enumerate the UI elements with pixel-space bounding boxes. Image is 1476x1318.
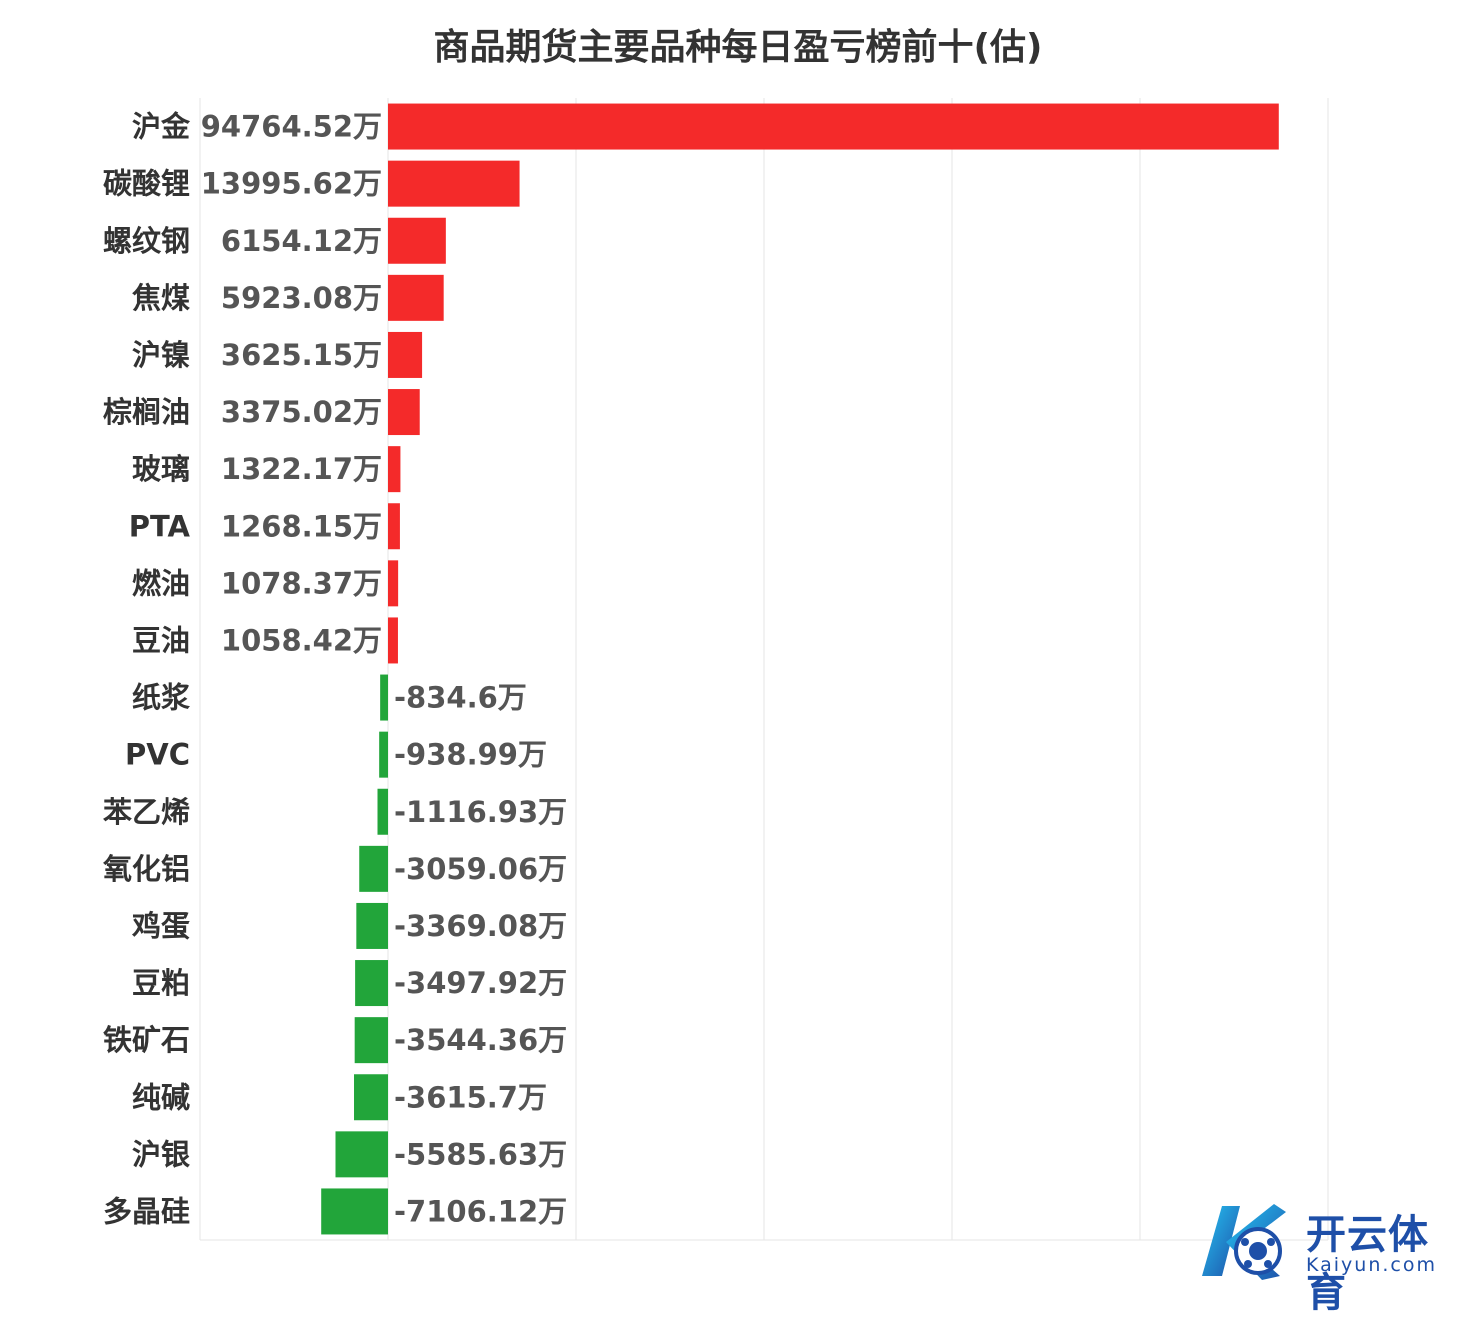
category-label: 氧化铝 <box>102 852 190 886</box>
bar <box>355 960 388 1007</box>
value-label: -3544.36万 <box>394 1023 567 1057</box>
value-label: 5923.08万 <box>221 281 382 315</box>
category-label: PVC <box>125 738 190 772</box>
bar <box>321 1188 388 1235</box>
bar <box>388 503 400 550</box>
category-label: 碳酸锂 <box>103 167 190 201</box>
bar <box>335 1131 388 1178</box>
bar <box>388 617 398 664</box>
bar <box>388 331 423 378</box>
category-label: PTA <box>129 509 191 543</box>
kaiyun-logo-icon <box>1202 1204 1286 1280</box>
category-label: 纸浆 <box>132 681 191 715</box>
value-label: -938.99万 <box>394 738 547 772</box>
watermark-title: 开云体育 <box>1306 1212 1429 1316</box>
value-label: -3059.06万 <box>394 852 567 886</box>
value-label: -3369.08万 <box>394 909 567 943</box>
bar <box>388 389 420 436</box>
category-label: 苯乙烯 <box>103 795 190 829</box>
bars <box>321 103 1279 1235</box>
category-label: 沪银 <box>132 1137 190 1171</box>
value-label: -1116.93万 <box>394 795 567 829</box>
value-label: 1322.17万 <box>221 452 382 486</box>
watermark: 开云体育 Kaiyun.com <box>1188 1196 1468 1316</box>
value-label: 94764.52万 <box>201 110 382 144</box>
value-label: 3375.02万 <box>221 395 382 429</box>
bar <box>388 103 1279 150</box>
bar <box>388 217 446 264</box>
category-label: 沪镍 <box>132 338 190 372</box>
category-label: 螺纹钢 <box>103 224 190 258</box>
bar <box>359 845 388 892</box>
category-label: 燃油 <box>132 566 190 600</box>
category-label: 多晶硅 <box>103 1194 190 1228</box>
value-label: 1078.37万 <box>221 566 382 600</box>
category-label: 沪金 <box>132 110 191 144</box>
category-label: 纯碱 <box>132 1080 190 1114</box>
bar <box>354 1074 388 1121</box>
grid-lines <box>199 98 1329 1241</box>
category-label: 豆粕 <box>132 966 190 1000</box>
value-label: -3615.7万 <box>394 1080 547 1114</box>
category-label: 鸡蛋 <box>132 909 190 943</box>
value-label: -5585.63万 <box>394 1137 567 1171</box>
watermark-url: Kaiyun.com <box>1306 1254 1437 1276</box>
bar <box>388 274 444 321</box>
category-label: 铁矿石 <box>103 1023 190 1057</box>
bar <box>388 560 399 607</box>
value-label: 3625.15万 <box>221 338 382 372</box>
bar <box>354 1017 388 1064</box>
bar <box>380 674 388 721</box>
value-label: 6154.12万 <box>221 224 382 258</box>
bar <box>356 902 388 949</box>
category-label: 豆油 <box>132 623 190 657</box>
bar <box>377 788 388 835</box>
bar <box>388 160 520 207</box>
value-label: 1268.15万 <box>221 509 382 543</box>
chart-title: 商品期货主要品种每日盈亏榜前十(估) <box>433 27 1043 68</box>
value-label: -3497.92万 <box>394 966 567 1000</box>
value-label: -834.6万 <box>394 681 527 715</box>
category-label: 焦煤 <box>132 281 190 315</box>
value-label: 1058.42万 <box>221 623 382 657</box>
bar <box>388 446 401 493</box>
value-label: 13995.62万 <box>201 167 382 201</box>
value-label: -7106.12万 <box>394 1194 567 1228</box>
bar <box>379 731 388 778</box>
category-label: 玻璃 <box>132 452 190 486</box>
category-label: 棕榈油 <box>103 395 190 429</box>
